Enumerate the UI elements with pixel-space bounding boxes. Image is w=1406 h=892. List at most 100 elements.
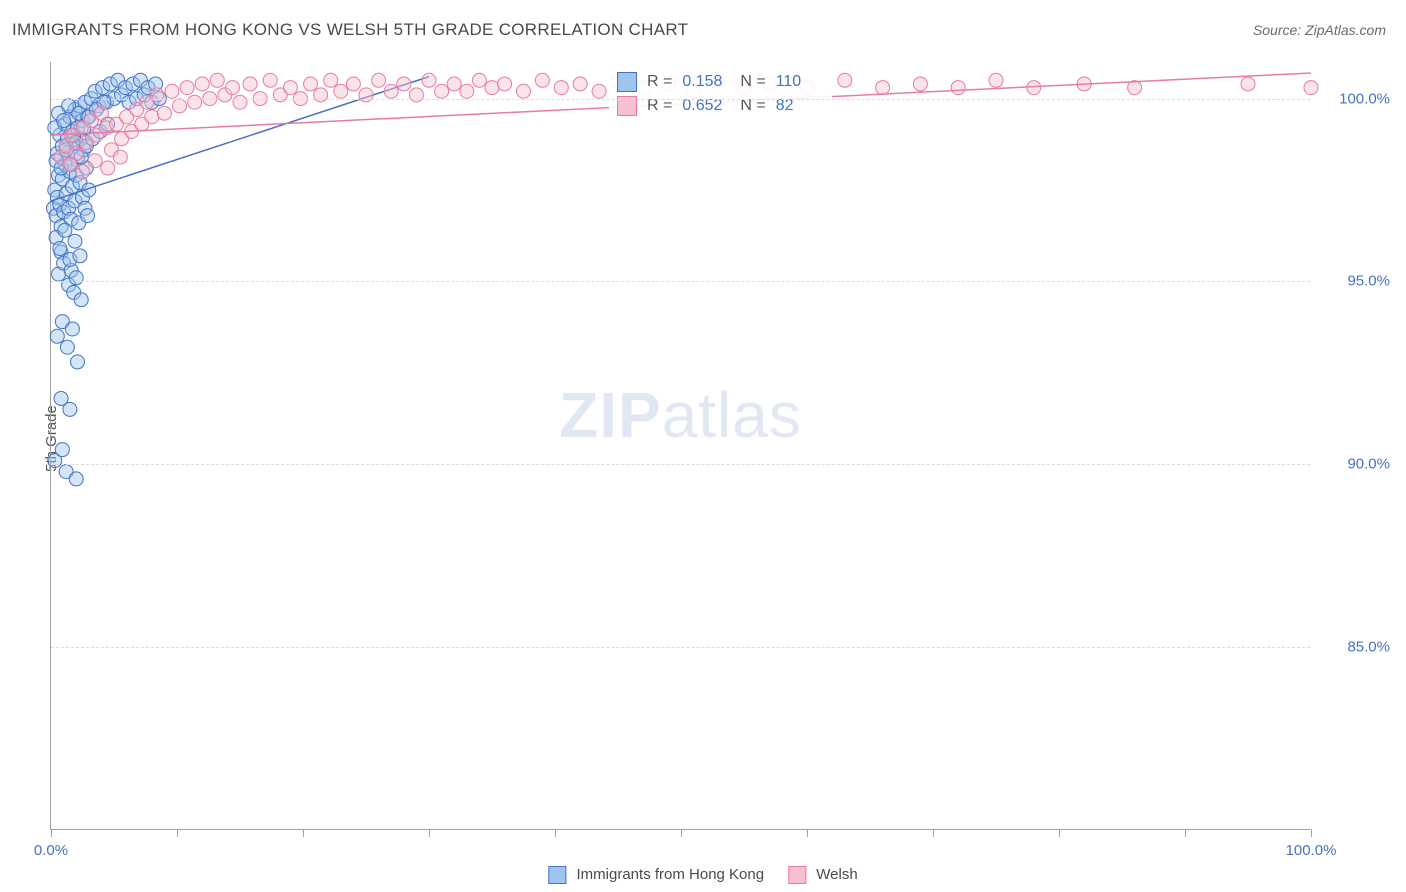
data-point-welsh [76, 165, 90, 179]
data-point-hongkong [53, 242, 67, 256]
data-point-hongkong [63, 402, 77, 416]
data-point-welsh [460, 84, 474, 98]
stats-n-label: N = [740, 73, 765, 91]
data-point-welsh [94, 106, 108, 120]
stats-box: R = 0.158 N = 110 R = 0.652 N = 82 [609, 66, 832, 122]
xtick [555, 829, 556, 837]
plot-area: ZIPatlas R = 0.158 N = 110 R = 0.652 N =… [50, 62, 1310, 830]
xtick [429, 829, 430, 837]
ytick-label: 90.0% [1320, 456, 1390, 473]
xtick [177, 829, 178, 837]
gridline [51, 647, 1310, 648]
legend-swatch-hongkong [548, 866, 566, 884]
legend: Immigrants from Hong Kong Welsh [548, 866, 857, 884]
data-point-welsh [304, 77, 318, 91]
data-point-welsh [1241, 77, 1255, 91]
data-point-hongkong [81, 209, 95, 223]
legend-item-hongkong: Immigrants from Hong Kong [548, 866, 764, 884]
chart-svg [51, 62, 1310, 829]
data-point-welsh [573, 77, 587, 91]
data-point-welsh [263, 73, 277, 87]
data-point-hongkong [50, 329, 64, 343]
data-point-welsh [113, 150, 127, 164]
data-point-welsh [472, 73, 486, 87]
data-point-welsh [951, 81, 965, 95]
data-point-hongkong [69, 271, 83, 285]
chart-title: IMMIGRANTS FROM HONG KONG VS WELSH 5TH G… [12, 20, 688, 40]
stats-row-hongkong: R = 0.158 N = 110 [617, 70, 824, 94]
data-point-welsh [188, 95, 202, 109]
legend-label-welsh: Welsh [816, 866, 857, 883]
xtick [807, 829, 808, 837]
stats-swatch-hongkong [617, 72, 637, 92]
xtick [1185, 829, 1186, 837]
xtick-label: 0.0% [34, 842, 68, 859]
data-point-hongkong [74, 293, 88, 307]
data-point-welsh [283, 81, 297, 95]
data-point-welsh [243, 77, 257, 91]
data-point-welsh [876, 81, 890, 95]
data-point-hongkong [68, 234, 82, 248]
ytick-label: 95.0% [1320, 273, 1390, 290]
xtick [1059, 829, 1060, 837]
xtick [681, 829, 682, 837]
stats-r-label: R = [647, 73, 672, 91]
xtick [933, 829, 934, 837]
gridline [51, 281, 1310, 282]
data-point-welsh [554, 81, 568, 95]
stats-r-value-welsh: 0.652 [682, 97, 730, 115]
data-point-hongkong [55, 443, 69, 457]
stats-n-value-hongkong: 110 [776, 73, 824, 91]
data-point-hongkong [73, 249, 87, 263]
data-point-welsh [1128, 81, 1142, 95]
data-point-welsh [447, 77, 461, 91]
data-point-welsh [435, 84, 449, 98]
data-point-welsh [498, 77, 512, 91]
stats-n-label: N = [740, 97, 765, 115]
data-point-hongkong [60, 340, 74, 354]
legend-label-hongkong: Immigrants from Hong Kong [577, 866, 765, 883]
source-attribution: Source: ZipAtlas.com [1253, 22, 1386, 38]
stats-r-label: R = [647, 97, 672, 115]
data-point-welsh [1304, 81, 1318, 95]
xtick [51, 829, 52, 837]
xtick [1311, 829, 1312, 837]
data-point-welsh [422, 73, 436, 87]
gridline [51, 464, 1310, 465]
legend-swatch-welsh [788, 866, 806, 884]
data-point-welsh [165, 84, 179, 98]
data-point-welsh [913, 77, 927, 91]
data-point-welsh [384, 84, 398, 98]
data-point-welsh [233, 95, 247, 109]
data-point-welsh [63, 157, 77, 171]
ytick-label: 85.0% [1320, 639, 1390, 656]
data-point-welsh [157, 106, 171, 120]
data-point-welsh [409, 88, 423, 102]
data-point-welsh [180, 81, 194, 95]
stats-r-value-hongkong: 0.158 [682, 73, 730, 91]
ytick-label: 100.0% [1320, 90, 1390, 107]
data-point-welsh [195, 77, 209, 91]
data-point-welsh [173, 99, 187, 113]
data-point-welsh [225, 81, 239, 95]
data-point-welsh [592, 84, 606, 98]
data-point-welsh [88, 154, 102, 168]
data-point-hongkong [57, 114, 71, 128]
data-point-welsh [359, 88, 373, 102]
data-point-welsh [397, 77, 411, 91]
data-point-hongkong [65, 322, 79, 336]
data-point-welsh [517, 84, 531, 98]
data-point-welsh [838, 73, 852, 87]
data-point-welsh [101, 161, 115, 175]
data-point-hongkong [69, 472, 83, 486]
data-point-welsh [210, 73, 224, 87]
data-point-welsh [334, 84, 348, 98]
data-point-welsh [346, 77, 360, 91]
legend-item-welsh: Welsh [788, 866, 858, 884]
data-point-welsh [372, 73, 386, 87]
data-point-welsh [314, 88, 328, 102]
data-point-welsh [485, 81, 499, 95]
data-point-hongkong [58, 223, 72, 237]
data-point-welsh [150, 88, 164, 102]
gridline [51, 99, 1310, 100]
